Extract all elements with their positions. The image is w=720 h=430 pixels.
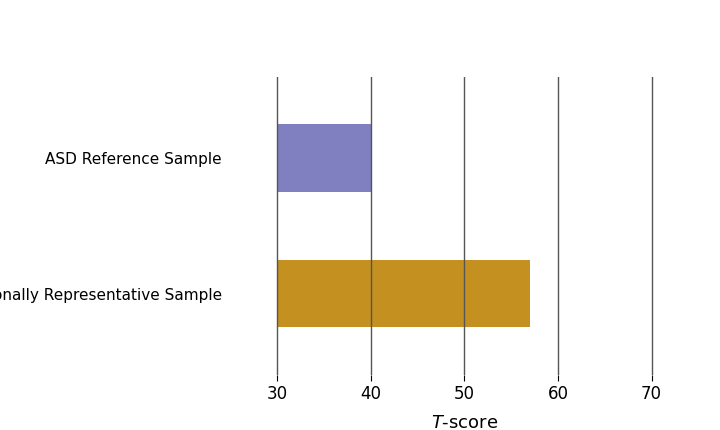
X-axis label: $\it{T}$-score: $\it{T}$-score xyxy=(431,415,498,430)
Bar xyxy=(277,260,530,328)
Text: Emily’s $\it{T}$-scores with Different Normative Samples: Emily’s $\it{T}$-scores with Different N… xyxy=(32,21,688,47)
Text: -1 SD: 40        Mean (50)        +1 SD: 60: -1 SD: 40 Mean (50) +1 SD: 60 xyxy=(215,404,505,418)
Bar xyxy=(277,124,371,192)
